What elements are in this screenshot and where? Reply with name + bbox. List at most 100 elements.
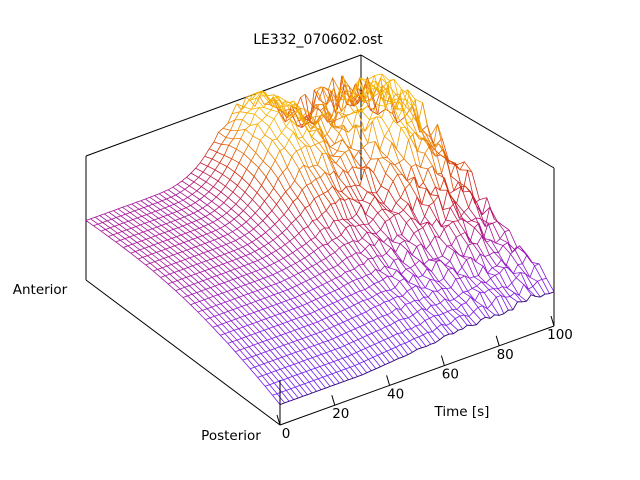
surface-line-time	[265, 265, 270, 268]
surface-line-time	[400, 304, 406, 311]
surface-line-time	[485, 278, 491, 284]
surface-line-position	[196, 292, 205, 300]
surface-line-position	[284, 279, 293, 288]
surface-edge	[489, 314, 495, 319]
surface-line-position	[312, 357, 321, 367]
surface-line-time	[138, 231, 144, 235]
surface-line-time	[541, 278, 547, 280]
surface-line-position	[283, 311, 292, 321]
surface-line-position	[252, 262, 261, 270]
surface-line-time	[331, 277, 337, 281]
surface-line-position	[486, 241, 495, 253]
surface-line-time	[235, 349, 240, 353]
surface-line-time	[254, 365, 260, 368]
surface-line-time	[515, 272, 522, 279]
surface-line-time	[292, 374, 298, 377]
surface-line-position	[290, 120, 299, 139]
surface-line-time	[370, 81, 377, 100]
surface-line-time	[245, 217, 251, 223]
surface-line-position	[322, 342, 332, 352]
surface-line-position	[391, 276, 400, 282]
surface-line-time	[324, 171, 330, 176]
surface-line-position	[344, 151, 353, 167]
surface-line-position	[269, 228, 278, 237]
surface-line-position	[252, 199, 261, 208]
surface-line-time	[486, 303, 492, 309]
surface-line-time	[301, 280, 307, 284]
surface-line-time	[292, 116, 298, 126]
surface-line-position	[342, 321, 351, 332]
surface-edge	[325, 386, 331, 389]
surface-line-position	[378, 238, 387, 254]
surface-line-time	[271, 250, 277, 254]
surface-line-time	[411, 107, 417, 122]
surface-line-time	[214, 206, 220, 211]
surface-line-position	[342, 358, 351, 368]
surface-line-time	[307, 265, 313, 270]
surface-line-position	[290, 353, 300, 363]
surface-line-position	[126, 229, 135, 236]
surface-line-time	[435, 186, 441, 191]
surface-line-time	[217, 292, 223, 296]
surface-line-time	[109, 225, 115, 229]
surface-line-time	[272, 393, 278, 396]
surface-line-time	[320, 171, 326, 178]
surface-line-position	[169, 247, 178, 254]
surface-line-time	[250, 333, 256, 336]
surface-line-position	[264, 92, 274, 107]
surface-line-time	[128, 219, 134, 222]
surface-line-time	[288, 308, 294, 311]
surface-line-position	[475, 261, 484, 267]
surface-line-time	[281, 267, 287, 271]
surface-line-time	[170, 194, 176, 198]
surface-line-position	[417, 277, 426, 289]
surface-line-time	[378, 279, 384, 283]
surface-line-time	[225, 300, 231, 303]
surface-line-time	[399, 318, 404, 321]
surface-line-position	[381, 291, 390, 302]
surface-line-time	[360, 348, 366, 351]
surface-line-time	[382, 314, 388, 317]
surface-line-time	[367, 296, 373, 300]
surface-line-position	[348, 198, 357, 215]
surface-line-position	[450, 175, 459, 183]
surface-line-time	[227, 191, 234, 199]
surface-line-time	[496, 295, 502, 298]
surface-line-position	[305, 371, 314, 381]
surface-line-position	[385, 173, 394, 182]
surface-line-position	[338, 288, 347, 297]
surface-line-position	[237, 185, 246, 193]
surface-line-time	[440, 298, 446, 304]
surface-line-position	[265, 351, 274, 361]
surface-line-position	[121, 231, 130, 238]
surface-line-position	[288, 343, 297, 353]
surface-line-position	[157, 202, 166, 209]
surface-line-time	[260, 134, 266, 141]
surface-line-position	[408, 241, 417, 247]
surface-line-time	[467, 169, 473, 173]
surface-line-position	[325, 137, 334, 157]
surface-line-time	[490, 239, 496, 244]
surface-line-position	[201, 262, 210, 270]
surface-line-position	[262, 308, 271, 318]
surface-line-position	[325, 352, 334, 362]
surface-line-position	[438, 315, 447, 326]
surface-line-time	[252, 192, 258, 200]
surface-line-position	[174, 272, 183, 280]
surface-line-position	[243, 265, 252, 273]
surface-line-time	[208, 221, 214, 225]
surface-line-position	[224, 253, 233, 262]
surface-line-time	[484, 207, 491, 227]
surface-line-time	[324, 362, 330, 366]
surface-line-time	[133, 233, 139, 236]
surface-line-position	[394, 322, 403, 334]
surface-line-time	[150, 235, 156, 238]
surface-line-time	[337, 260, 343, 266]
surface-line-position	[477, 204, 486, 227]
surface-line-position	[177, 227, 186, 234]
surface-line-position	[137, 217, 146, 224]
surface-line-time	[315, 230, 321, 238]
surface-line-position	[430, 243, 439, 259]
surface-line-time	[498, 245, 504, 253]
surface-line-time	[277, 95, 283, 104]
